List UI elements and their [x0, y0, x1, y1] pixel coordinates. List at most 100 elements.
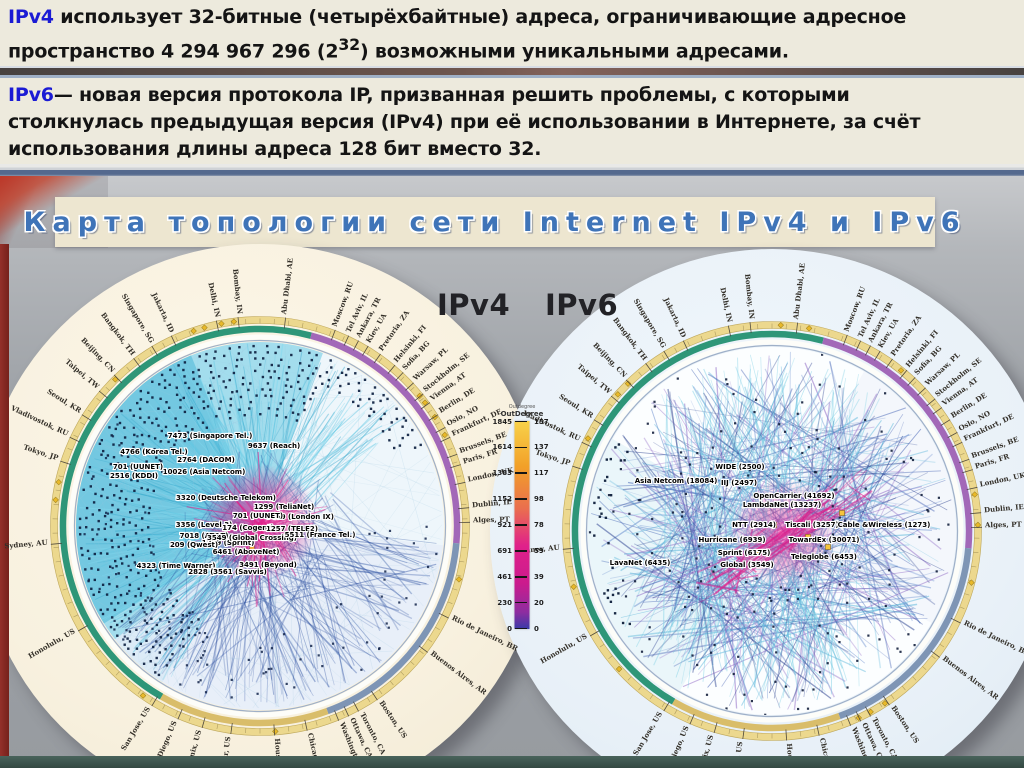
legend-row: 461 39: [491, 573, 553, 580]
as-label: Sprint (6175): [718, 549, 771, 557]
ipv4-term: IPv4: [8, 6, 54, 28]
city-label: Buenos Aires, AR: [429, 649, 489, 697]
legend-row: 1845 157: [491, 418, 553, 425]
ipv6-term: IPv6: [8, 84, 54, 106]
as-label: 7473 (Singapore Tel.): [168, 432, 253, 440]
city-label: Delhi, IN: [718, 287, 734, 324]
as-label: 4766 (Korea Tel.): [120, 448, 187, 456]
city-label: Boston, US: [889, 704, 921, 745]
as-label: WIDE (2500): [715, 463, 764, 471]
city-label: Bangkok, TH: [611, 316, 649, 363]
as-label: Teleglobe (6453): [791, 553, 857, 561]
legend-row: 691 59: [491, 547, 553, 554]
intro-block-ipv4: IPv4 использует 32-битные (четырёхбайтны…: [0, 0, 1024, 66]
legend-value-ipv6: 59: [534, 547, 552, 555]
as-label: OpenCarrier (41692): [753, 492, 834, 500]
legend-value-ipv4: 461: [491, 573, 512, 581]
slide-area: Карта топологии сети Internet IPv4 и IPv…: [0, 176, 1024, 768]
as-label: Cable &Wireless (1273): [838, 521, 931, 529]
as-label: 701 (UUNET): [233, 512, 283, 520]
city-label: Bangkok, TH: [99, 311, 137, 358]
as-label: Hurricane (6939): [698, 536, 765, 544]
as-label: 3561 (Savvis): [213, 568, 267, 576]
legend-value-ipv4: 1383: [491, 469, 512, 477]
left-accent-strip: [0, 244, 9, 756]
legend-tick: [515, 576, 527, 578]
ipv4-map-header: IPv4: [437, 288, 510, 322]
legend-value-ipv6: 117: [534, 469, 552, 477]
as-label: 5511 (France Tel.): [285, 531, 356, 539]
legend-tick: [515, 524, 527, 526]
legend-value-ipv4: 691: [491, 547, 512, 555]
as-label: 6461 (AboveNet): [213, 548, 280, 556]
legend-tick: [515, 628, 527, 630]
legend-value-ipv4: 0: [491, 625, 512, 633]
city-label: Taipei, TW: [64, 357, 102, 391]
city-label: Honolulu, US: [26, 626, 76, 660]
ipv6-map-header: IPv6: [545, 288, 618, 322]
legend-value-ipv6: 157: [534, 418, 552, 426]
intro-ipv6-paragraph: IPv6— новая версия протокола IP, призван…: [8, 82, 976, 163]
city-label: San Jose, US: [631, 710, 664, 757]
legend-tick: [515, 602, 527, 604]
as-label: NTT (2914): [732, 521, 776, 529]
city-label: Delhi, IN: [206, 282, 222, 319]
divider-bar-bottom: [0, 164, 1024, 176]
as-label: 10026 (Asia Netcom): [163, 468, 246, 476]
divider-bar-top: [0, 66, 1024, 78]
legend-value-ipv4: 921: [491, 521, 512, 529]
ipv4-exponent: 32: [338, 35, 360, 54]
as-label: 1299 (TeliaNet): [254, 503, 314, 511]
city-label: Boston, US: [377, 699, 409, 740]
as-label: 2516 (KDDI): [110, 472, 158, 480]
as-label: 3549 (Global Crossing): [207, 534, 297, 542]
as-label: 9637 (Reach): [248, 442, 300, 450]
legend-tick: [515, 447, 527, 449]
legend-row: 1383 117: [491, 470, 553, 477]
intro-ipv4-paragraph: IPv4 использует 32-битные (четырёхбайтны…: [8, 4, 976, 65]
legend-tick: [515, 472, 527, 474]
as-label: Asia Netcom (18084): [635, 477, 718, 485]
city-label: Seoul, KR: [558, 392, 596, 420]
legend-tick: [515, 421, 527, 423]
as-label: TowardEx (30071): [789, 536, 860, 544]
as-label: 3320 (Deutsche Telekom): [176, 494, 276, 502]
ipv4-text-end: ) возможными уникальными адресами.: [360, 40, 789, 62]
legend-value-ipv6: 137: [534, 443, 552, 451]
legend-value-ipv6: 78: [534, 521, 552, 529]
legend-value-ipv6: 20: [534, 599, 552, 607]
as-label: 209 (Qwest): [170, 541, 218, 549]
city-label: Seoul, KR: [46, 387, 84, 415]
city-label: Honolulu, US: [538, 631, 588, 665]
as-label: IIJ (2497): [721, 479, 757, 487]
city-label: Buenos Aires, AR: [941, 654, 1001, 702]
legend-value-ipv6: 39: [534, 573, 552, 581]
as-label: 701 (UUNET): [113, 463, 163, 471]
as-label: Tiscali (3257): [785, 521, 838, 529]
city-label: Alges, PT: [984, 520, 1023, 530]
as-label: Global (3549): [720, 561, 773, 569]
legend-value-ipv6: 98: [534, 495, 552, 503]
city-label: Beijing, CN: [591, 341, 629, 380]
city-label: Beijing, CN: [79, 336, 117, 375]
legend-row: 921 78: [491, 522, 553, 529]
slide-bottom-bar: [0, 756, 1024, 768]
legend-row: 1614 137: [491, 444, 553, 451]
city-label: Tokyo, JP: [22, 442, 60, 462]
legend-value-ipv4: 230: [491, 599, 512, 607]
legend-row: 230 20: [491, 599, 553, 606]
legend-value-ipv4: 1614: [491, 443, 512, 451]
city-label: San Jose, US: [119, 705, 152, 752]
city-label: Jakarta, ID: [662, 295, 689, 339]
ipv6-text: — новая версия протокола IP, призванная …: [8, 84, 920, 160]
as-label: LambdaNet (13237): [743, 501, 821, 509]
legend-value-ipv4: 1845: [491, 418, 512, 426]
city-label: Taipei, TW: [576, 362, 614, 396]
